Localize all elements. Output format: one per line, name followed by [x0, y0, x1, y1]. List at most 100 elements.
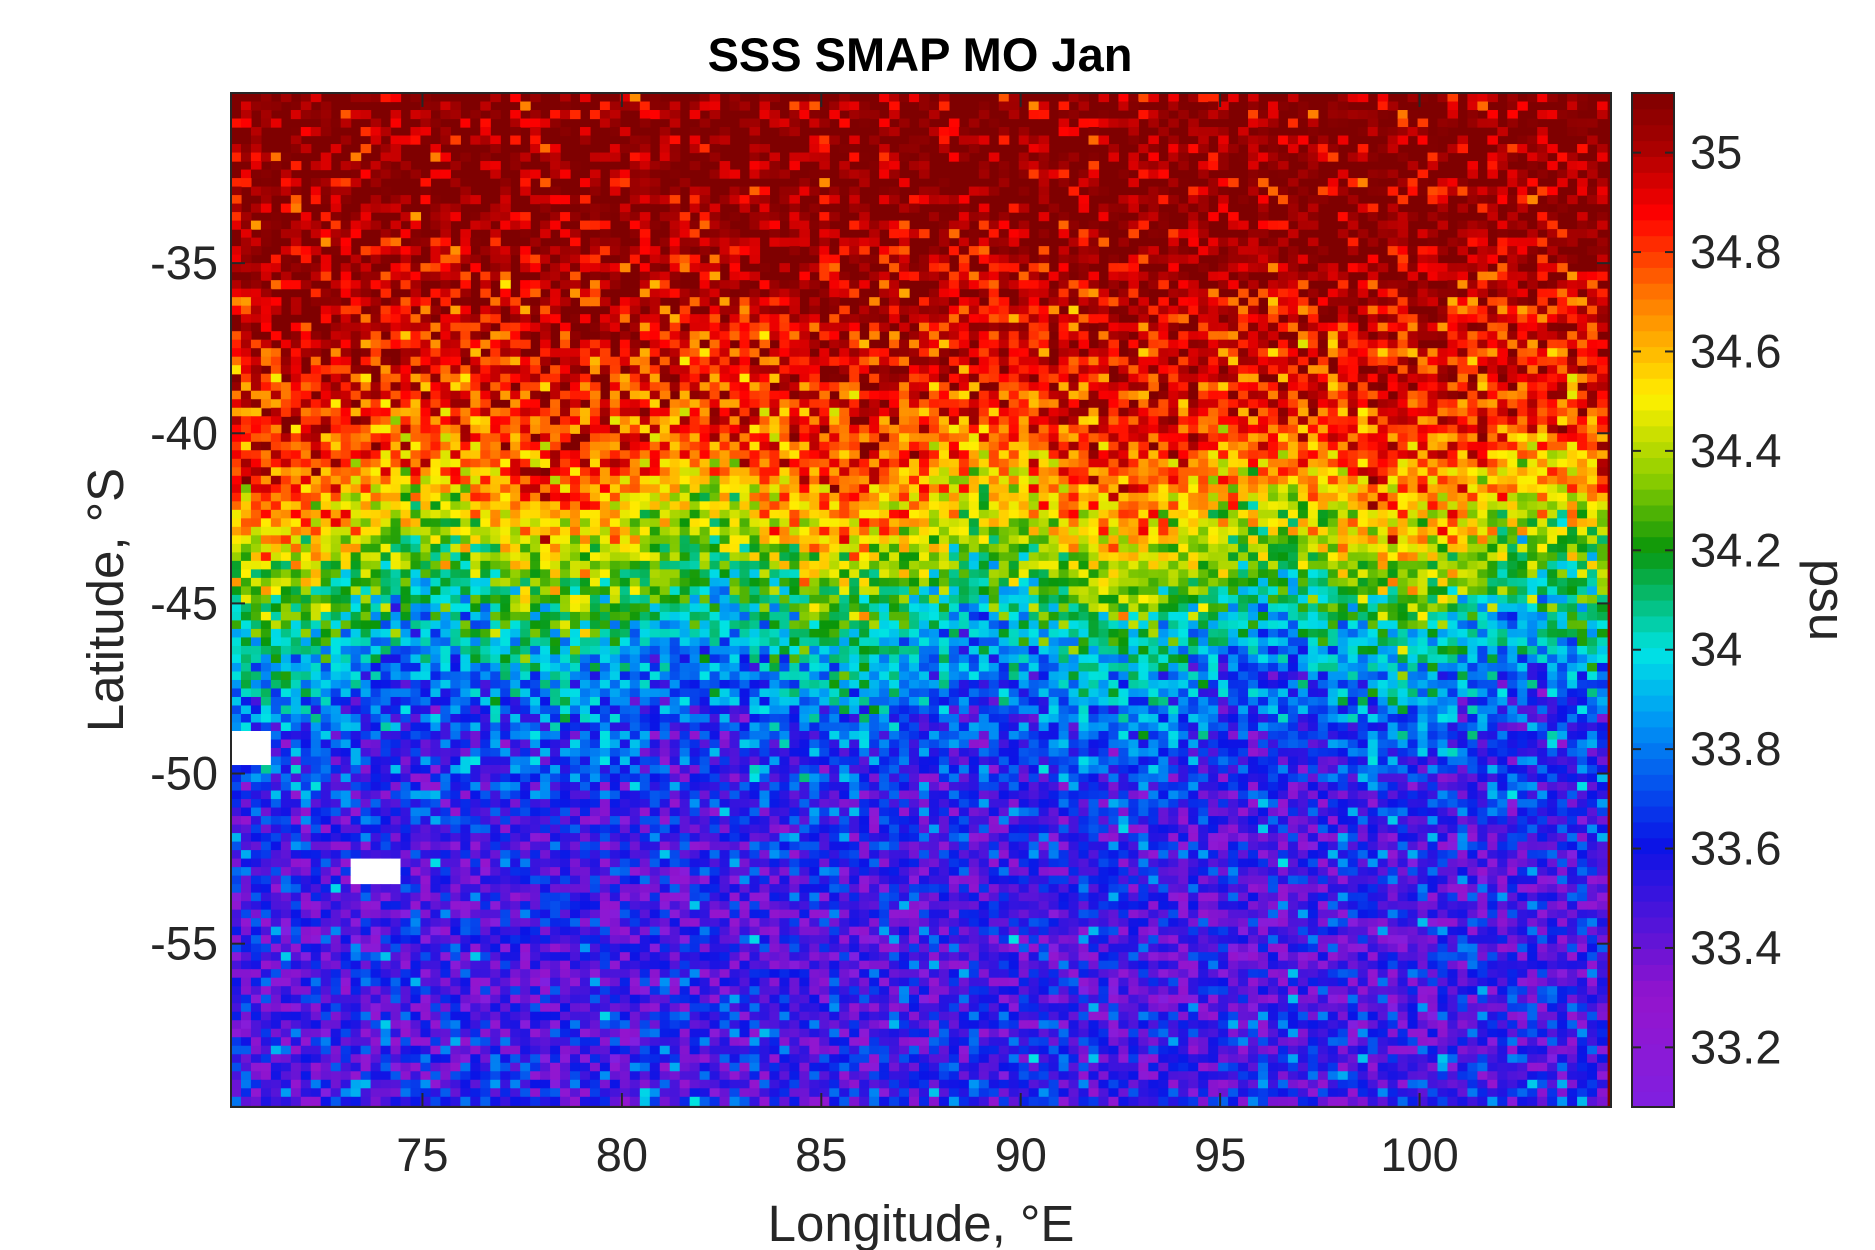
heatmap-cell [380, 373, 392, 383]
heatmap-cell [1487, 475, 1498, 485]
heatmap-cell [1367, 203, 1379, 213]
heatmap-cell [629, 305, 641, 315]
heatmap-cell [530, 280, 541, 290]
heatmap-cell [779, 169, 790, 179]
heatmap-cell [510, 118, 521, 128]
heatmap-cell [629, 356, 641, 366]
heatmap-cell [689, 314, 701, 324]
heatmap-cell [1008, 484, 1020, 494]
heatmap-cell [1168, 195, 1179, 205]
heatmap-cell [889, 339, 900, 349]
heatmap-cell [370, 271, 382, 281]
heatmap-cell [789, 101, 800, 111]
heatmap-cell [1567, 407, 1578, 417]
heatmap-cell [1118, 484, 1129, 494]
heatmap-cell [669, 356, 681, 366]
heatmap-cell [1028, 144, 1040, 154]
heatmap-cell [998, 356, 1010, 366]
heatmap-cell [1148, 246, 1159, 256]
heatmap-cell [958, 339, 970, 349]
heatmap-cell [1337, 322, 1349, 332]
heatmap-cell [390, 390, 402, 400]
heatmap-cell [1088, 467, 1100, 477]
heatmap-cell [1527, 484, 1538, 494]
heatmap-cell [550, 195, 561, 205]
heatmap-cell [1198, 339, 1209, 349]
heatmap-cell [978, 450, 990, 460]
heatmap-cell [599, 322, 611, 332]
heatmap-cell [530, 501, 541, 511]
heatmap-cell [400, 501, 412, 511]
heatmap-cell [520, 169, 531, 179]
heatmap-cell [1447, 322, 1459, 332]
heatmap-cell [938, 127, 950, 137]
heatmap-cell [1357, 484, 1369, 494]
heatmap-cell [1557, 254, 1568, 264]
heatmap-cell [1218, 458, 1229, 468]
heatmap-cell [1108, 390, 1120, 400]
heatmap-cell [1188, 475, 1199, 485]
heatmap-cell [1088, 416, 1100, 426]
heatmap-cell [679, 467, 691, 477]
heatmap-cell [819, 246, 830, 256]
heatmap-cell [649, 382, 661, 392]
heatmap-cell [1357, 144, 1369, 154]
heatmap-cell [1168, 458, 1179, 468]
heatmap-cell [599, 407, 611, 417]
heatmap-cell [599, 331, 611, 341]
heatmap-cell [1477, 484, 1488, 494]
heatmap-cell [849, 492, 860, 502]
heatmap-cell [310, 399, 322, 409]
heatmap-cell [1188, 203, 1199, 213]
heatmap-cell [679, 373, 691, 383]
heatmap-cell [1367, 399, 1379, 409]
heatmap-cell [998, 93, 1010, 103]
heatmap-cell [270, 484, 282, 494]
heatmap-cell [1537, 390, 1548, 400]
heatmap-cell [639, 110, 651, 120]
heatmap-cell [639, 246, 651, 256]
heatmap-cell [919, 169, 930, 179]
heatmap-cell [669, 382, 681, 392]
heatmap-cell [500, 356, 511, 366]
heatmap-cell [958, 331, 970, 341]
heatmap-cell [1407, 331, 1419, 341]
heatmap-cell [1158, 407, 1169, 417]
heatmap-cell [1537, 356, 1548, 366]
heatmap-cell [290, 365, 302, 375]
heatmap-cell [639, 348, 651, 358]
heatmap-cell [968, 433, 980, 443]
heatmap-cell [290, 220, 302, 230]
heatmap-cell [560, 280, 571, 290]
heatmap-cell [1577, 348, 1588, 358]
heatmap-cell [779, 365, 790, 375]
heatmap-cell [659, 373, 671, 383]
heatmap-cell [1048, 399, 1060, 409]
heatmap-cell [1367, 110, 1379, 120]
heatmap-cell [629, 450, 641, 460]
heatmap-cell [430, 263, 441, 273]
heatmap-cell [1078, 254, 1090, 264]
heatmap-cell [988, 492, 1000, 502]
heatmap-cell [1587, 297, 1598, 307]
heatmap-cell [340, 322, 352, 332]
heatmap-cell [1287, 178, 1299, 188]
heatmap-cell [1048, 390, 1060, 400]
heatmap-cell [819, 450, 830, 460]
heatmap-cell [1088, 356, 1100, 366]
heatmap-cell [649, 348, 661, 358]
heatmap-cell [350, 484, 362, 494]
heatmap-cell [1088, 220, 1100, 230]
heatmap-cell [789, 288, 800, 298]
heatmap-cell [629, 433, 641, 443]
heatmap-cell [1297, 280, 1309, 290]
heatmap-cell [290, 424, 302, 434]
heatmap-cell [1028, 382, 1040, 392]
heatmap-cell [340, 407, 352, 417]
heatmap-cell [290, 450, 302, 460]
heatmap-cell [709, 203, 721, 213]
heatmap-cell [1507, 212, 1518, 222]
heatmap-cell [1078, 373, 1090, 383]
heatmap-cell [1527, 144, 1538, 154]
heatmap-cell [550, 441, 561, 451]
